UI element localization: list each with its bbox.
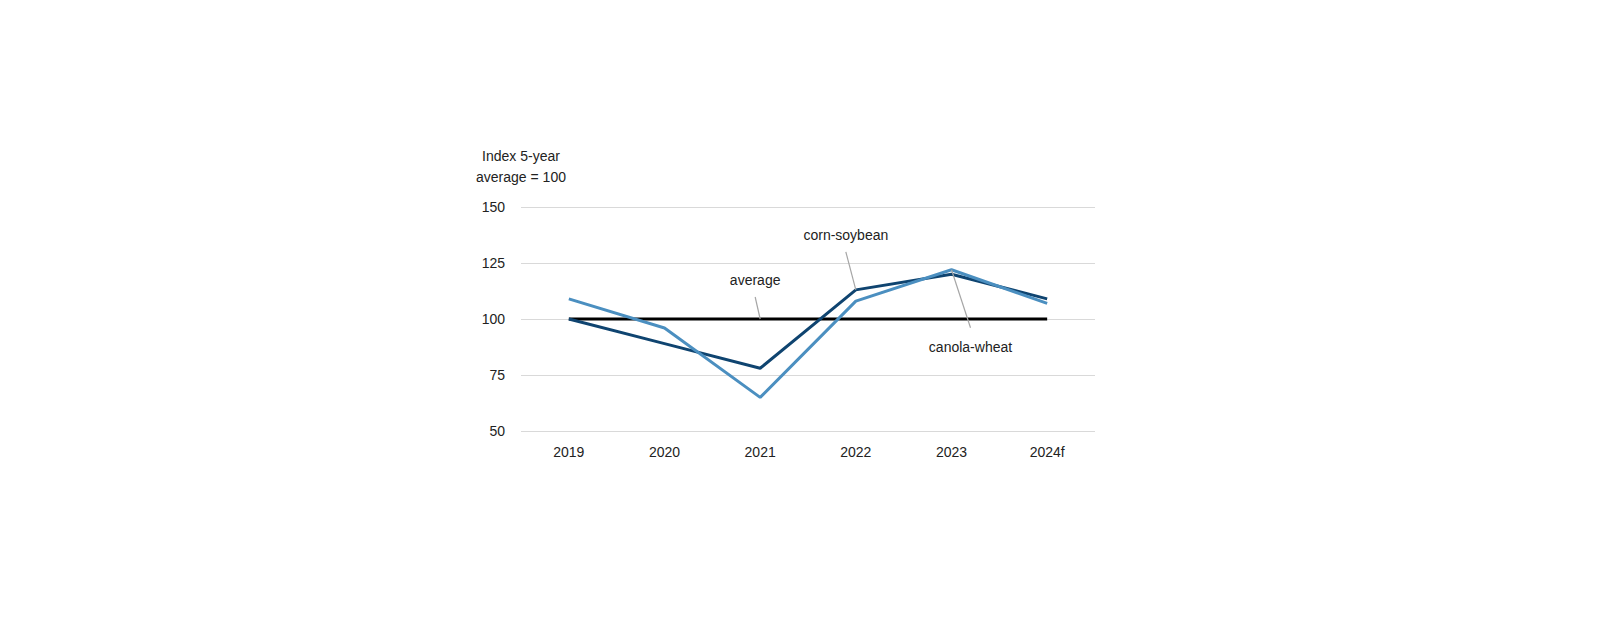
svg-text:2021: 2021	[745, 444, 776, 460]
svg-text:50: 50	[489, 423, 505, 439]
svg-text:100: 100	[482, 311, 506, 327]
svg-text:average = 100: average = 100	[476, 169, 566, 185]
svg-text:2019: 2019	[553, 444, 584, 460]
svg-text:150: 150	[482, 199, 506, 215]
svg-text:2024f: 2024f	[1030, 444, 1065, 460]
svg-text:75: 75	[489, 367, 505, 383]
svg-text:average: average	[730, 272, 781, 288]
svg-text:corn-soybean: corn-soybean	[803, 227, 888, 243]
svg-text:2023: 2023	[936, 444, 967, 460]
svg-text:Index 5-year: Index 5-year	[482, 148, 560, 164]
svg-text:2020: 2020	[649, 444, 680, 460]
svg-text:2022: 2022	[840, 444, 871, 460]
svg-text:canola-wheat: canola-wheat	[929, 339, 1012, 355]
svg-text:125: 125	[482, 255, 506, 271]
